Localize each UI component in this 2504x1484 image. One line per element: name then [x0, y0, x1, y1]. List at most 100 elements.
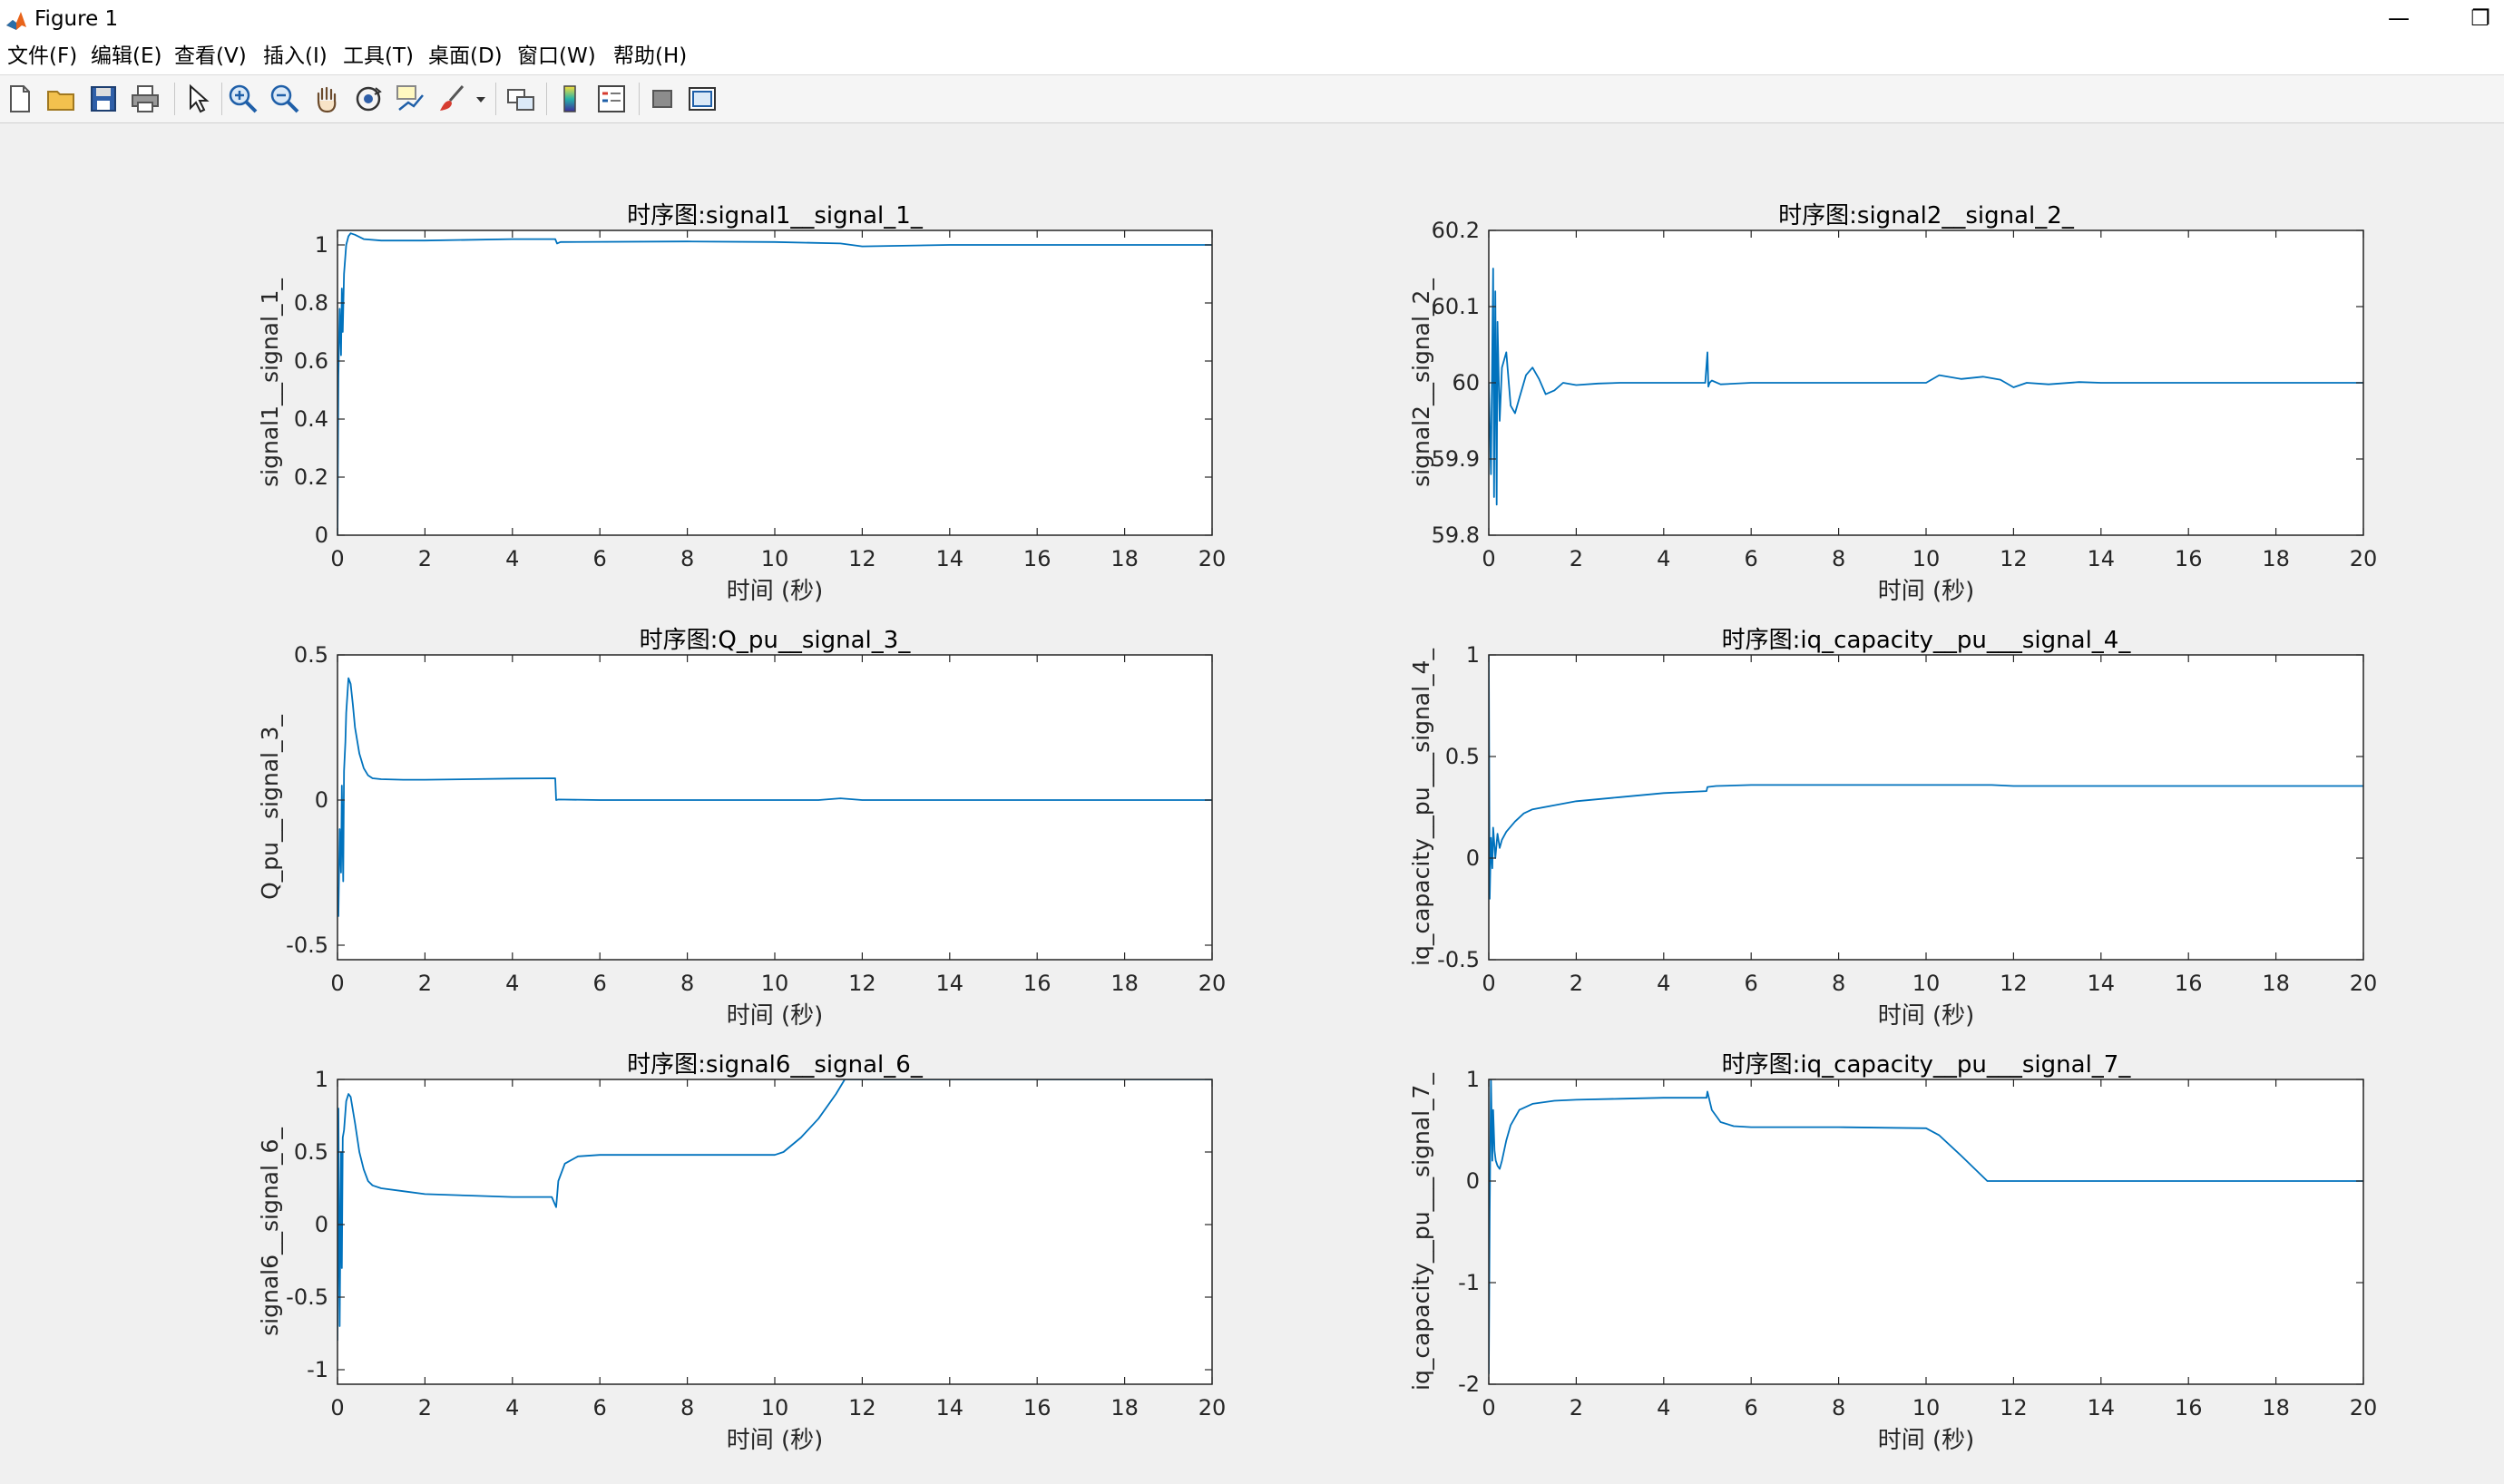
x-tick-label: 20	[2350, 971, 2378, 996]
x-tick-label: 12	[2000, 1395, 2028, 1421]
menu-file[interactable]: 文件(F)	[7, 44, 78, 68]
menu-view[interactable]: 查看(V)	[174, 44, 247, 68]
y-tick-label: -1	[1458, 1270, 1480, 1295]
x-tick-label: 16	[2175, 1395, 2203, 1421]
x-tick-label: 8	[680, 546, 694, 571]
menu-insert[interactable]: 插入(I)	[263, 44, 328, 68]
restore-button[interactable]: ❐	[2470, 5, 2490, 31]
x-tick-label: 14	[936, 971, 964, 996]
y-tick-label: 0.8	[294, 290, 328, 316]
open-file-icon[interactable]	[45, 83, 78, 115]
link-plot-icon[interactable]	[504, 83, 537, 115]
axes-background[interactable]	[337, 1079, 1212, 1384]
x-tick-label: 12	[2000, 546, 2028, 571]
x-tick-label: 2	[1570, 546, 1583, 571]
x-tick-label: 6	[593, 971, 607, 996]
x-tick-label: 14	[936, 546, 964, 571]
x-tick-label: 16	[1023, 1395, 1051, 1421]
x-tick-label: 0	[1482, 971, 1495, 996]
axes-background[interactable]	[337, 655, 1212, 960]
series-line[interactable]	[1489, 655, 2363, 900]
axes-background[interactable]	[337, 230, 1212, 535]
y-tick-label: 1	[315, 1067, 328, 1092]
toolbar-separator	[221, 83, 222, 115]
series-line[interactable]	[337, 232, 1212, 535]
x-tick-label: 8	[680, 1395, 694, 1421]
x-tick-label: 18	[2262, 1395, 2290, 1421]
x-tick-label: 20	[2350, 546, 2378, 571]
minimize-button[interactable]: —	[2388, 5, 2410, 31]
brush-dropdown-icon[interactable]	[474, 83, 488, 115]
menu-desktop[interactable]: 桌面(D)	[428, 44, 503, 68]
y-axis-label: signal6__signal_6_	[257, 1128, 283, 1336]
x-tick-label: 6	[1745, 1395, 1758, 1421]
x-tick-label: 2	[1570, 1395, 1583, 1421]
y-tick-label: 1	[1466, 1067, 1480, 1092]
x-axis-label: 时间 (秒)	[1878, 578, 1975, 605]
hide-plot-tools-icon[interactable]	[646, 83, 679, 115]
menu-edit[interactable]: 编辑(E)	[91, 44, 162, 68]
x-tick-label: 8	[1832, 546, 1845, 571]
x-tick-label: 4	[1657, 546, 1670, 571]
show-plot-tools-icon[interactable]	[686, 83, 719, 115]
new-figure-icon[interactable]	[4, 83, 36, 115]
menu-tools[interactable]: 工具(T)	[343, 44, 414, 68]
data-cursor-icon[interactable]	[394, 83, 426, 115]
axes-background[interactable]	[1489, 655, 2363, 960]
series-line[interactable]	[337, 1079, 1212, 1342]
menu-help[interactable]: 帮助(H)	[613, 44, 688, 68]
x-tick-label: 18	[1110, 1395, 1139, 1421]
x-tick-label: 2	[418, 546, 432, 571]
figure-canvas: 0 2 4 6 8 10 12 14 16 18 20 0 0.2 0.4 0.6 0.8 1 时序图:signa…	[0, 123, 2504, 1484]
x-tick-label: 4	[505, 546, 519, 571]
subplot-4: 0 2 4 6 8 10 12 14 16 18 20-0.500.51时序图:iq_capacit…	[1408, 627, 2377, 1030]
x-tick-label: 20	[1198, 1395, 1227, 1421]
pan-hand-icon[interactable]	[310, 83, 343, 115]
y-tick-label: 1	[1466, 642, 1480, 668]
figure-toolbar	[0, 75, 2504, 123]
toolbar-separator	[639, 83, 640, 115]
brush-icon[interactable]	[435, 83, 468, 115]
x-tick-label: 14	[2088, 971, 2116, 996]
x-tick-label: 10	[761, 971, 789, 996]
x-tick-label: 12	[848, 1395, 876, 1421]
y-tick-label: 0	[315, 787, 328, 813]
series-line[interactable]	[1489, 1079, 2363, 1374]
toolbar-separator	[174, 83, 175, 115]
y-tick-label: 0	[1466, 845, 1480, 871]
save-icon[interactable]	[87, 83, 120, 115]
series-line[interactable]	[337, 677, 1212, 917]
series-line[interactable]	[1489, 268, 2363, 506]
legend-icon[interactable]	[595, 83, 628, 115]
subplot-grid: 0 2 4 6 8 10 12 14 16 18 2000.20.40.60.81时序图:signa…	[257, 202, 2378, 1454]
toolbar-separator	[495, 83, 496, 115]
x-tick-label: 10	[1912, 971, 1941, 996]
x-tick-label: 4	[1657, 971, 1670, 996]
x-tick-label: 14	[936, 1395, 964, 1421]
y-tick-label: 60.2	[1432, 218, 1480, 243]
menu-window[interactable]: 窗口(W)	[517, 44, 596, 68]
y-tick-label: -1	[307, 1357, 328, 1382]
select-pointer-icon[interactable]	[181, 83, 214, 115]
x-tick-label: 4	[505, 971, 519, 996]
y-tick-label: 0.6	[294, 348, 328, 374]
zoom-out-icon[interactable]	[269, 83, 301, 115]
x-tick-label: 16	[2175, 546, 2203, 571]
x-axis-label: 时间 (秒)	[727, 1002, 824, 1030]
y-tick-label: 0.5	[294, 642, 328, 668]
print-icon[interactable]	[129, 83, 161, 115]
zoom-in-icon[interactable]	[227, 83, 259, 115]
x-tick-label: 16	[1023, 546, 1051, 571]
x-tick-label: 10	[1912, 546, 1941, 571]
rotate-3d-icon[interactable]	[352, 83, 385, 115]
window-title: Figure 1	[34, 7, 119, 31]
axes-background[interactable]	[1489, 1079, 2363, 1384]
x-axis-label: 时间 (秒)	[1878, 1427, 1975, 1454]
subplot-title: 时序图:iq_capacity__pu___signal_4_	[1722, 627, 2132, 654]
x-tick-label: 2	[418, 971, 432, 996]
colorbar-icon[interactable]	[553, 83, 586, 115]
x-tick-label: 12	[848, 546, 876, 571]
y-tick-label: -0.5	[286, 1284, 328, 1310]
y-tick-label: 0.2	[294, 464, 328, 490]
x-tick-label: 8	[1832, 1395, 1845, 1421]
